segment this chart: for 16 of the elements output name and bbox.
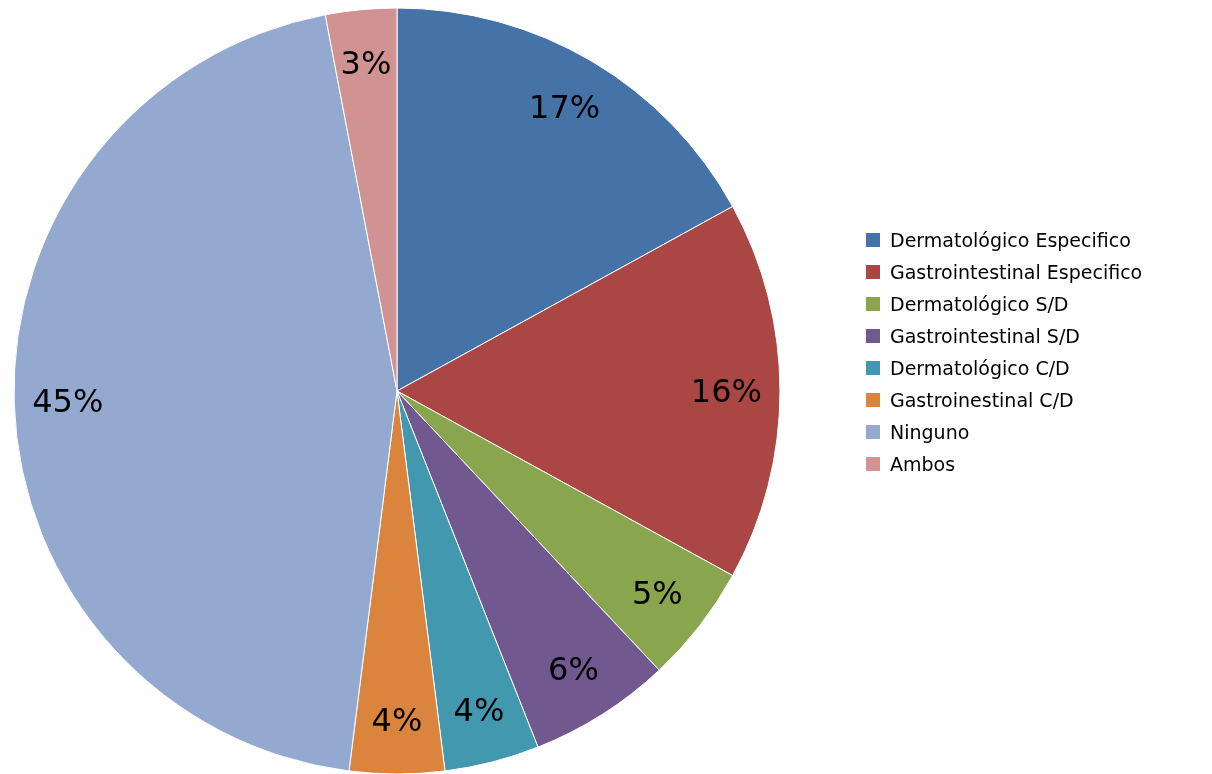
data-label: 4%	[371, 701, 423, 740]
data-label: 6%	[548, 650, 599, 689]
data-label: 4%	[453, 691, 505, 730]
legend-label: Ambos	[890, 453, 956, 475]
legend-label: Dermatológico S/D	[890, 293, 1069, 315]
data-label: 45%	[32, 382, 104, 421]
legend-label: Dermatológico Especifico	[890, 229, 1131, 251]
data-label: 17%	[529, 88, 601, 127]
data-label: 3%	[340, 44, 392, 83]
data-label: 16%	[690, 372, 762, 410]
legend-label: Dermatológico C/D	[890, 357, 1070, 379]
data-label: 5%	[631, 573, 683, 612]
legend-label: Gastrointestinal S/D	[890, 325, 1080, 347]
legend-label: Gastroinestinal C/D	[890, 389, 1074, 411]
legend-label: Ninguno	[890, 421, 970, 443]
legend-label: Gastrointestinal Especifico	[890, 261, 1143, 283]
